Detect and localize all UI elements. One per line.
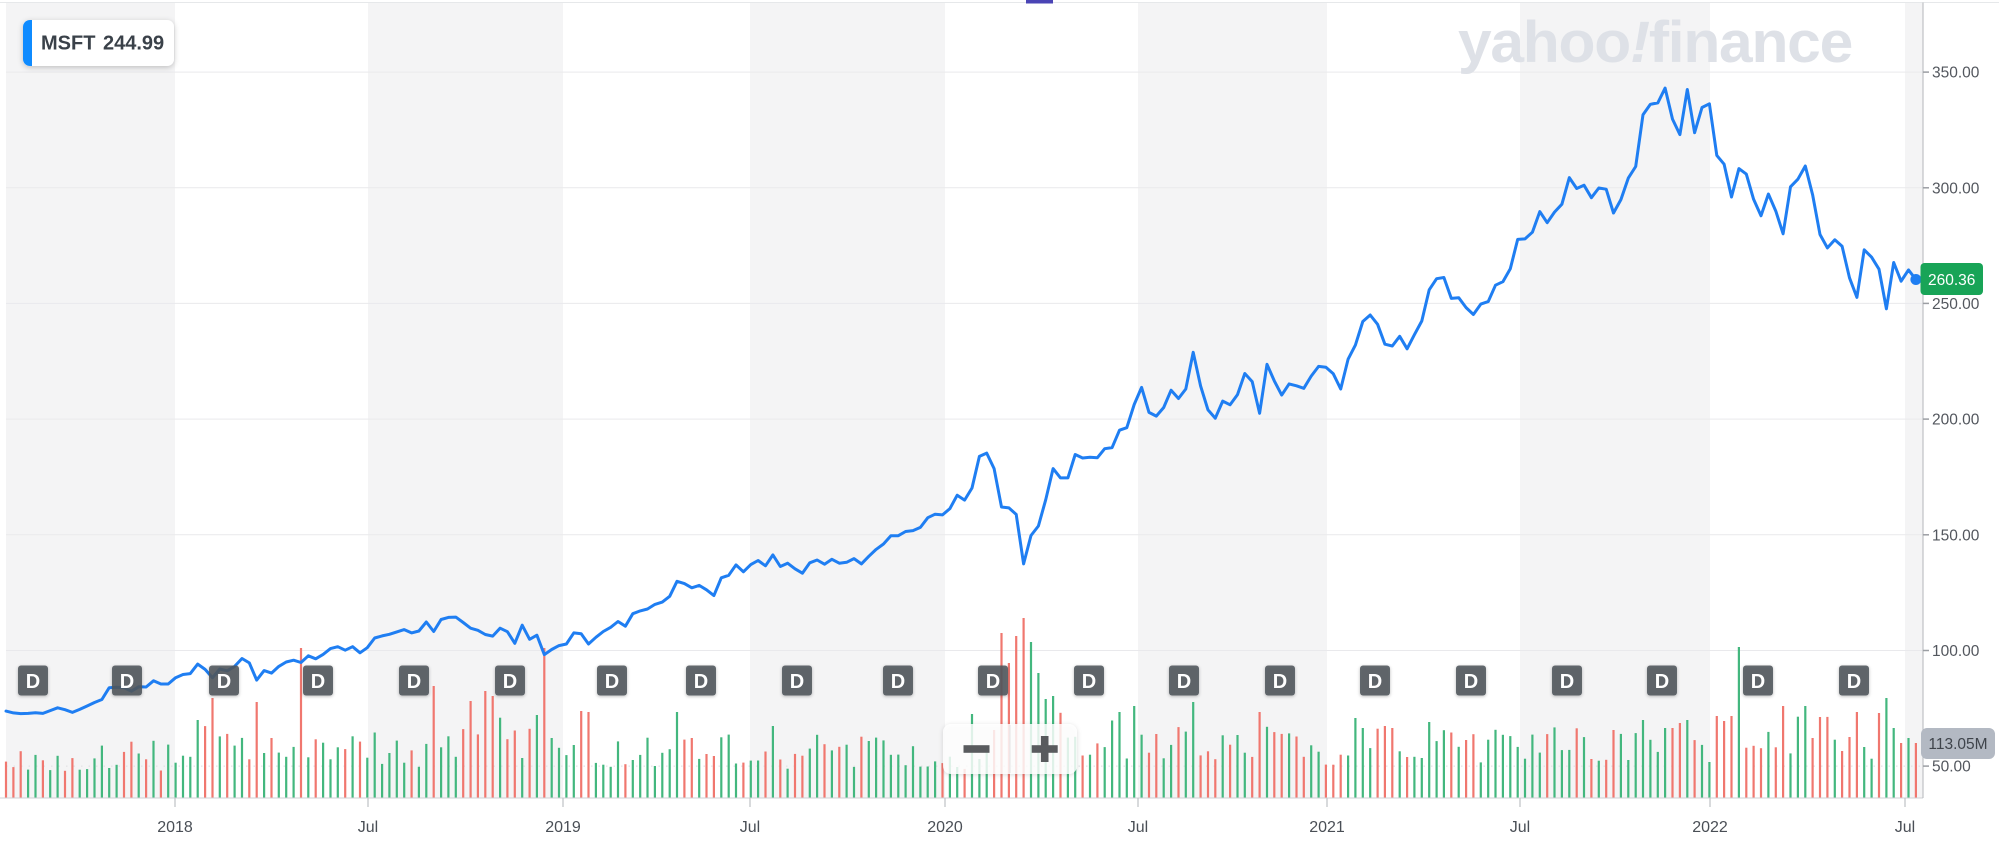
svg-text:300.00: 300.00 (1932, 180, 1980, 197)
svg-text:D: D (605, 671, 619, 693)
svg-text:Jul: Jul (358, 819, 378, 836)
svg-text:Jul: Jul (1128, 819, 1148, 836)
svg-text:200.00: 200.00 (1932, 412, 1980, 429)
svg-text:D: D (1082, 671, 1096, 693)
svg-text:2018: 2018 (157, 819, 193, 836)
svg-text:D: D (790, 671, 804, 693)
svg-text:Jul: Jul (1895, 819, 1915, 836)
svg-text:250.00: 250.00 (1932, 296, 1980, 313)
svg-text:D: D (1464, 671, 1478, 693)
svg-text:260.36: 260.36 (1928, 272, 1975, 289)
svg-text:yahoo!finance: yahoo !finance (1458, 10, 1852, 75)
svg-text:D: D (311, 671, 325, 693)
svg-text:D: D (120, 671, 134, 693)
svg-text:D: D (407, 671, 421, 693)
svg-text:D: D (1655, 671, 1669, 693)
svg-text:100.00: 100.00 (1932, 643, 1980, 660)
svg-text:50.00: 50.00 (1932, 759, 1971, 776)
svg-text:150.00: 150.00 (1932, 527, 1980, 544)
svg-text:D: D (1177, 671, 1191, 693)
svg-text:2019: 2019 (545, 819, 581, 836)
svg-text:D: D (1847, 671, 1861, 693)
svg-text:MSFT 244.99: MSFT 244.99 (41, 33, 164, 55)
svg-text:Jul: Jul (1510, 819, 1530, 836)
svg-text:2021: 2021 (1309, 819, 1345, 836)
svg-text:2022: 2022 (1692, 819, 1728, 836)
svg-text:D: D (1273, 671, 1287, 693)
svg-text:Jul: Jul (740, 819, 760, 836)
svg-text:D: D (1368, 671, 1382, 693)
svg-text:D: D (217, 671, 231, 693)
svg-text:D: D (26, 671, 40, 693)
svg-text:D: D (1560, 671, 1574, 693)
svg-text:D: D (503, 671, 517, 693)
svg-text:D: D (694, 671, 708, 693)
svg-text:113.05M: 113.05M (1928, 736, 1987, 753)
svg-text:2020: 2020 (927, 819, 963, 836)
svg-text:D: D (891, 671, 905, 693)
svg-text:350.00: 350.00 (1932, 65, 1980, 82)
svg-text:D: D (1751, 671, 1765, 693)
svg-text:D: D (986, 671, 1000, 693)
